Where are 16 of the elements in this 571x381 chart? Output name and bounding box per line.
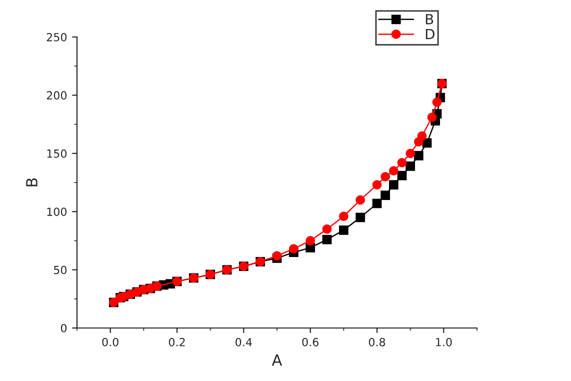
- x-tick-label: 0.8: [368, 338, 386, 346]
- x-tick-label: 0.6: [302, 338, 318, 346]
- y-tick-label: 250: [46, 32, 67, 42]
- x-tick-label: 0.2: [168, 338, 185, 346]
- y-tick-label: 200: [46, 91, 67, 100]
- y-tick-label: 0: [60, 324, 67, 332]
- x-tick-label: 1.0: [436, 338, 452, 346]
- y-tick-label: 100: [47, 208, 67, 216]
- x-tick-label: 0.4: [236, 338, 252, 346]
- legend-label: B: [426, 14, 434, 24]
- legend-label: D: [426, 28, 434, 40]
- x-tick-label: 0.0: [102, 338, 118, 346]
- y-tick-label: 150: [47, 149, 67, 158]
- x-axis-title: A: [272, 354, 282, 366]
- y-tick-label: 50: [54, 266, 67, 274]
- y-axis-title: B: [26, 178, 38, 186]
